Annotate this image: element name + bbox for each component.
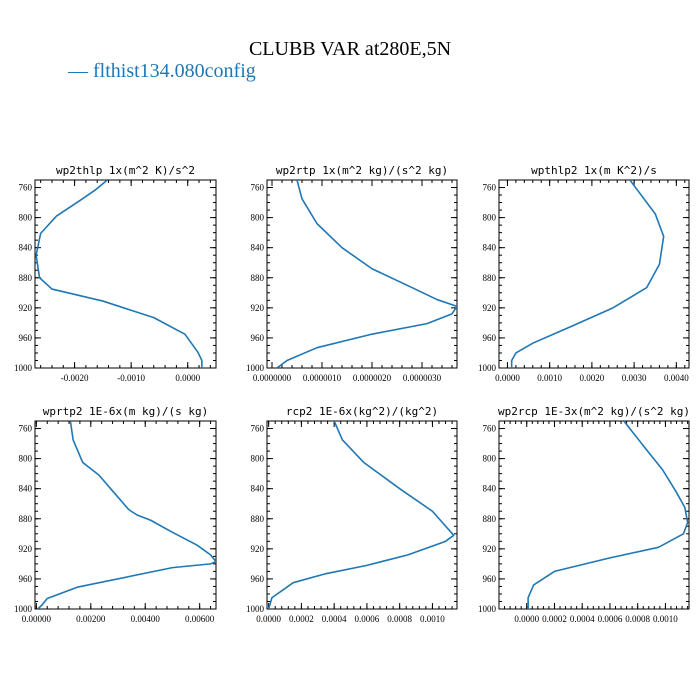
y-tick-label: 880 (251, 273, 265, 283)
y-tick-label: 920 (251, 303, 265, 313)
y-tick-label: 880 (19, 514, 33, 524)
x-tick-label: 0.0000 (514, 614, 539, 624)
chart-panel-4: wprtp2 1E-6x(m kg)/(s kg) 760 800 840 880 920… (14, 405, 217, 624)
y-tick-label: 960 (19, 574, 33, 584)
panel-title: wp2thlp 1x(m^2 K)/s^2 (56, 164, 195, 177)
x-tick-label: 0.0008 (387, 614, 412, 624)
plot-frame (34, 179, 217, 369)
plot-frame (498, 179, 690, 369)
x-tick-label: 0.0020 (580, 373, 605, 383)
x-tick-label: 0.0040 (664, 373, 689, 383)
y-tick-label: 800 (251, 213, 265, 223)
plot-frame (266, 420, 458, 610)
x-tick-label: 0.00400 (131, 614, 161, 624)
series-line (37, 421, 216, 609)
y-tick-label: 880 (483, 514, 497, 524)
panel-title: wp2rtp 1x(m^2 kg)/(s^2 kg) (276, 164, 448, 177)
x-tick-label: 0.0010 (653, 614, 678, 624)
panel-title: rcp2 1E-6x(kg^2)/(kg^2) (286, 405, 438, 418)
x-tick-label: 0.0000020 (353, 373, 392, 383)
x-tick-label: 0.0000 (175, 373, 200, 383)
y-tick-label: 960 (483, 574, 497, 584)
y-tick-label: 920 (483, 544, 497, 554)
y-tick-label: 1000 (246, 604, 265, 614)
y-tick-label: 840 (19, 484, 33, 494)
y-tick-label: 760 (251, 424, 265, 434)
y-tick-label: 920 (19, 303, 33, 313)
y-tick-label: 840 (483, 243, 497, 253)
chart-panels: wp2thlp 1x(m^2 K)/s^2 760 800 840 880 920 960 1… (14, 164, 690, 624)
y-tick-label: 760 (483, 424, 497, 434)
y-tick-label: 800 (483, 213, 497, 223)
plot-frame (266, 179, 458, 369)
y-tick-label: 840 (483, 484, 497, 494)
figure-title: CLUBB VAR at280E,5N (249, 38, 451, 60)
x-tick-label: 0.0000010 (303, 373, 342, 383)
x-tick-label: -0.0010 (117, 373, 145, 383)
y-tick-label: 880 (483, 273, 497, 283)
x-tick-label: 0.0006 (355, 614, 380, 624)
y-tick-label: 920 (251, 544, 265, 554)
series-line (276, 180, 457, 368)
x-tick-label: 0.0002 (542, 614, 567, 624)
y-tick-label: 920 (483, 303, 497, 313)
chart-panel-2: wp2rtp 1x(m^2 kg)/(s^2 kg) 760 800 840 880 92… (246, 164, 458, 383)
x-tick-label: -0.0020 (61, 373, 89, 383)
y-tick-label: 880 (251, 514, 265, 524)
y-tick-label: 920 (19, 544, 33, 554)
y-tick-label: 840 (251, 243, 265, 253)
y-tick-label: 800 (483, 454, 497, 464)
series-line (527, 421, 689, 609)
x-tick-label: 0.0030 (622, 373, 647, 383)
y-tick-label: 1000 (14, 363, 33, 373)
chart-panel-6: wp2rcp 1E-3x(m^2 kg)/(s^2 kg)760 800 840 88… (478, 405, 690, 624)
y-tick-label: 960 (251, 574, 265, 584)
x-tick-label: 0.00000 (22, 614, 52, 624)
y-tick-label: 840 (251, 484, 265, 494)
x-tick-label: 0.0000000 (253, 373, 292, 383)
y-tick-label: 1000 (14, 604, 33, 614)
x-tick-label: 0.00600 (185, 614, 215, 624)
panel-title: wp2rcp 1E-3x(m^2 kg)/(s^2 kg) (498, 405, 690, 418)
y-tick-label: 960 (19, 333, 33, 343)
x-tick-label: 0.0000 (495, 373, 520, 383)
x-tick-label: 0.0000 (256, 614, 281, 624)
legend-entry: — flthist134.080config (67, 60, 256, 82)
x-tick-label: 0.0008 (625, 614, 650, 624)
y-tick-label: 960 (483, 333, 497, 343)
series-line (267, 421, 455, 609)
y-tick-label: 760 (19, 424, 33, 434)
chart-panel-5: rcp2 1E-6x(kg^2)/(kg^2) 760 800 840 880 920 96… (246, 405, 458, 624)
y-tick-label: 760 (483, 183, 497, 193)
chart-panel-1: wp2thlp 1x(m^2 K)/s^2 760 800 840 880 920 960 1… (14, 164, 217, 383)
y-tick-label: 760 (251, 183, 265, 193)
y-tick-label: 800 (19, 213, 33, 223)
plot-frame (498, 420, 690, 610)
y-tick-label: 880 (19, 273, 33, 283)
x-tick-label: 0.0004 (322, 614, 347, 624)
x-tick-label: 0.0010 (420, 614, 445, 624)
x-tick-label: 0.0010 (537, 373, 562, 383)
x-tick-label: 0.0006 (598, 614, 623, 624)
chart-panel-3: wpthlp2 1x(m K^2)/s 760 800 840 880 920 960 100… (478, 164, 690, 383)
y-tick-label: 1000 (246, 363, 265, 373)
y-tick-label: 800 (19, 454, 33, 464)
y-tick-label: 840 (19, 243, 33, 253)
x-tick-label: 0.0002 (289, 614, 314, 624)
y-tick-label: 960 (251, 333, 265, 343)
series-line (510, 180, 665, 368)
y-tick-label: 1000 (478, 604, 497, 614)
panel-title: wpthlp2 1x(m K^2)/s (531, 164, 657, 177)
series-line (35, 180, 203, 368)
y-tick-label: 1000 (478, 363, 497, 373)
plot-frame (34, 420, 217, 610)
x-tick-label: 0.0004 (570, 614, 595, 624)
y-tick-label: 760 (19, 183, 33, 193)
panel-title: wprtp2 1E-6x(m kg)/(s kg) (43, 405, 209, 418)
x-tick-label: 0.0000030 (403, 373, 442, 383)
x-tick-label: 0.00200 (76, 614, 106, 624)
y-tick-label: 800 (251, 454, 265, 464)
